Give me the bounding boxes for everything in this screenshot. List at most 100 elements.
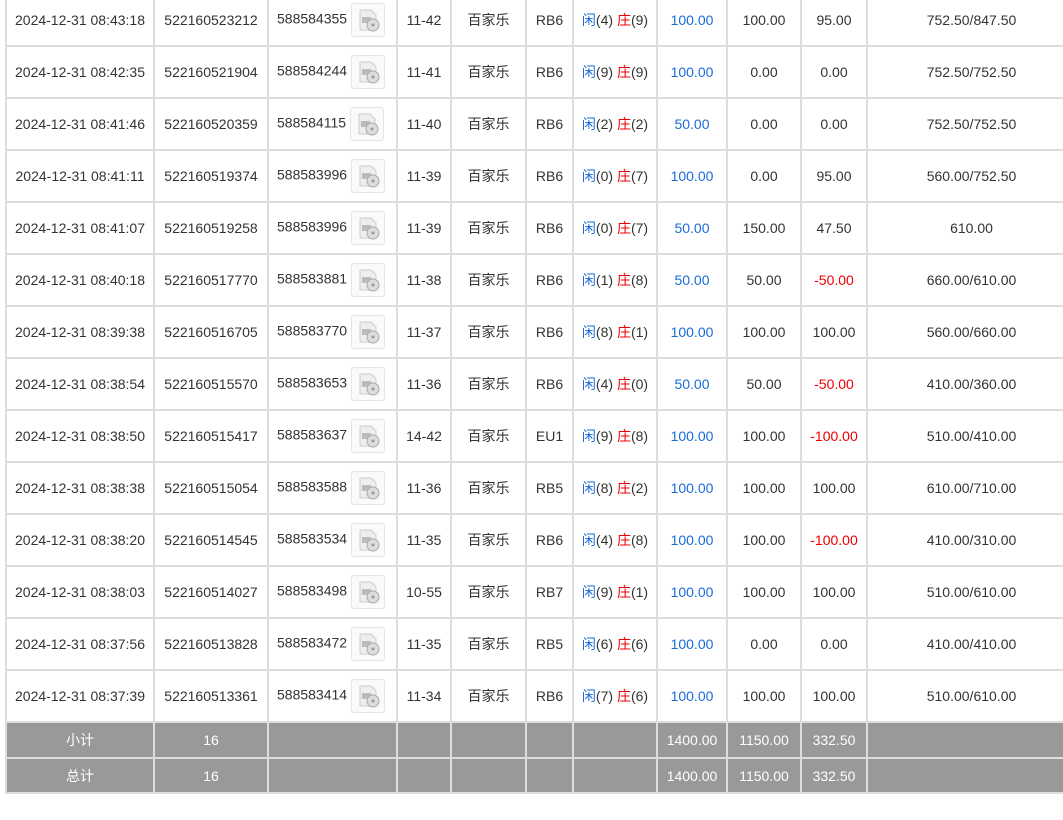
video-replay-icon[interactable] (351, 367, 386, 401)
player-score: 4 (600, 532, 609, 548)
table-row: 2024-12-31 08:41:07 522160519258 588583996… (5, 201, 1063, 255)
bet-amount[interactable]: 50.00 (656, 97, 728, 151)
bet-id: 522160520359 (153, 97, 269, 151)
table-code: RB6 (525, 149, 574, 203)
bet-amount[interactable]: 100.00 (656, 45, 728, 99)
video-replay-icon[interactable] (351, 575, 386, 609)
result: 闲(0) 庄(7) (572, 201, 658, 255)
bet-amount[interactable]: 50.00 (656, 201, 728, 255)
summary-valid: 1150.00 (726, 721, 802, 759)
player-label: 闲 (581, 324, 596, 340)
table-code: RB5 (525, 617, 574, 671)
valid-bet: 50.00 (726, 357, 802, 411)
table-code: RB6 (525, 253, 574, 307)
result: 闲(0) 庄(7) (572, 149, 658, 203)
balance: 410.00/360.00 (866, 357, 1063, 411)
banker-label: 庄 (616, 428, 631, 444)
balance: 752.50/847.50 (866, 0, 1063, 47)
video-replay-icon[interactable] (351, 315, 386, 349)
bet-time: 2024-12-31 08:39:38 (5, 305, 155, 359)
shoe-round: 11-38 (396, 253, 452, 307)
banker-label: 庄 (616, 272, 631, 288)
shoe-round: 11-35 (396, 513, 452, 567)
banker-label: 庄 (616, 636, 631, 652)
shoe-round: 11-34 (396, 669, 452, 723)
round-id-cell: 588584355 (267, 0, 398, 47)
summary-bet: 1400.00 (656, 721, 728, 759)
table-row: 2024-12-31 08:41:11 522160519374 588583996… (5, 149, 1063, 203)
video-replay-icon[interactable] (351, 3, 386, 37)
round-id: 588584244 (277, 62, 348, 79)
video-replay-icon[interactable] (351, 55, 386, 89)
round-id: 588583881 (277, 270, 348, 287)
table-code: RB5 (525, 461, 574, 515)
video-replay-icon[interactable] (351, 679, 386, 713)
player-score: 4 (600, 376, 609, 392)
bet-time: 2024-12-31 08:38:50 (5, 409, 155, 463)
banker-label: 庄 (616, 480, 631, 496)
table-code: RB6 (525, 45, 574, 99)
total-row: 总计 16 1400.00 1150.00 332.50 (5, 757, 1063, 794)
bet-time: 2024-12-31 08:41:11 (5, 149, 155, 203)
video-replay-icon[interactable] (351, 211, 386, 245)
video-replay-icon[interactable] (351, 627, 386, 661)
summary-valid: 1150.00 (726, 757, 802, 794)
video-replay-icon[interactable] (351, 471, 386, 505)
valid-bet: 100.00 (726, 305, 802, 359)
bet-amount[interactable]: 50.00 (656, 253, 728, 307)
player-score: 6 (600, 636, 609, 652)
win-loss: -100.00 (800, 409, 868, 463)
valid-bet: 100.00 (726, 0, 802, 47)
banker-label: 庄 (616, 376, 631, 392)
bet-amount[interactable]: 100.00 (656, 565, 728, 619)
video-replay-icon[interactable] (350, 107, 385, 141)
bet-amount[interactable]: 100.00 (656, 617, 728, 671)
game-name: 百家乐 (450, 357, 527, 411)
bet-amount[interactable]: 100.00 (656, 0, 728, 47)
video-replay-icon[interactable] (351, 523, 386, 557)
balance: 510.00/610.00 (866, 669, 1063, 723)
video-replay-icon[interactable] (351, 263, 386, 297)
player-label: 闲 (581, 272, 596, 288)
table-code: RB7 (525, 565, 574, 619)
balance: 660.00/610.00 (866, 253, 1063, 307)
win-loss: 0.00 (800, 617, 868, 671)
player-label: 闲 (581, 220, 596, 236)
win-loss: 0.00 (800, 97, 868, 151)
bet-id: 522160514545 (153, 513, 269, 567)
player-score: 9 (600, 428, 609, 444)
shoe-round: 11-37 (396, 305, 452, 359)
result: 闲(7) 庄(6) (572, 669, 658, 723)
bet-amount[interactable]: 50.00 (656, 357, 728, 411)
banker-label: 庄 (616, 12, 631, 28)
balance: 752.50/752.50 (866, 45, 1063, 99)
bet-amount[interactable]: 100.00 (656, 513, 728, 567)
shoe-round: 11-36 (396, 461, 452, 515)
banker-score: 0 (635, 376, 644, 392)
bet-time: 2024-12-31 08:37:39 (5, 669, 155, 723)
game-name: 百家乐 (450, 513, 527, 567)
table-code: RB6 (525, 357, 574, 411)
player-score: 8 (600, 324, 609, 340)
result: 闲(9) 庄(9) (572, 45, 658, 99)
round-id-cell: 588583637 (267, 409, 398, 463)
valid-bet: 100.00 (726, 669, 802, 723)
round-id-cell: 588584115 (267, 97, 398, 151)
bet-time: 2024-12-31 08:38:38 (5, 461, 155, 515)
video-replay-icon[interactable] (351, 159, 386, 193)
table-row: 2024-12-31 08:39:38 522160516705 588583770… (5, 305, 1063, 359)
win-loss: 100.00 (800, 565, 868, 619)
round-id-cell: 588583534 (267, 513, 398, 567)
bet-amount[interactable]: 100.00 (656, 461, 728, 515)
table-row: 2024-12-31 08:38:54 522160515570 588583653… (5, 357, 1063, 411)
bet-amount[interactable]: 100.00 (656, 305, 728, 359)
bet-amount[interactable]: 100.00 (656, 409, 728, 463)
bet-time: 2024-12-31 08:40:18 (5, 253, 155, 307)
bet-amount[interactable]: 100.00 (656, 149, 728, 203)
bet-amount[interactable]: 100.00 (656, 669, 728, 723)
player-score: 4 (600, 12, 609, 28)
player-score: 0 (600, 168, 609, 184)
bet-id: 522160515054 (153, 461, 269, 515)
bet-id: 522160514027 (153, 565, 269, 619)
video-replay-icon[interactable] (351, 419, 386, 453)
